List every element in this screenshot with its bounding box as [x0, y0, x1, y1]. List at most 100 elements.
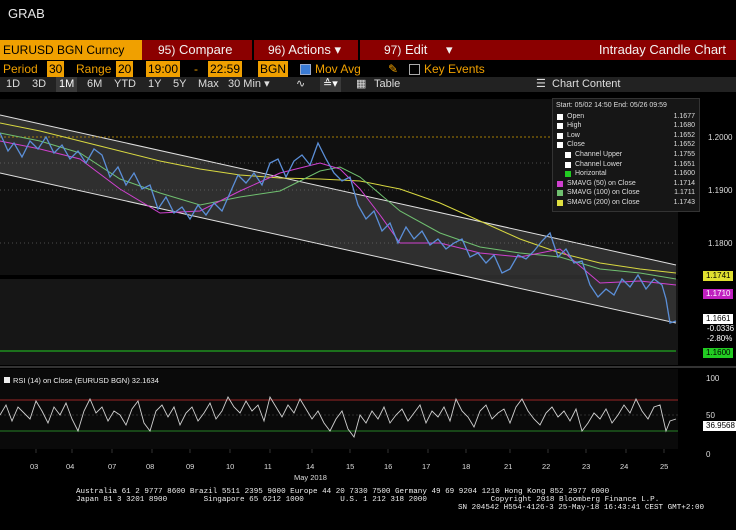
menu-divider — [252, 40, 254, 60]
pencil-icon[interactable]: ✎ — [388, 62, 399, 76]
range-max[interactable]: Max — [198, 78, 219, 90]
table-button[interactable]: Table — [374, 78, 401, 90]
rsi-value-box: 36.9568 — [703, 421, 736, 431]
last-price-box: 1.1661 — [703, 314, 734, 324]
legend-row[interactable]: Horizontal 1.1600 — [553, 169, 699, 179]
legend-row[interactable]: Channel Lower 1.1651 — [553, 160, 699, 170]
legend-row[interactable]: SMAVG (50) on Close 1.1714 — [553, 179, 699, 189]
legend-value: 1.1652 — [673, 131, 695, 139]
channel-lower-line — [0, 172, 677, 324]
key-events-label: Key Events — [424, 62, 485, 76]
sma50-value-box: 1.1710 — [703, 289, 734, 299]
source-input[interactable]: BGN — [258, 61, 289, 77]
interval-label: 30 Min — [228, 78, 262, 90]
range-6m[interactable]: 6M — [87, 78, 103, 90]
legend-label: SMAVG (200) on Close — [567, 198, 640, 206]
legend-swatch — [557, 132, 563, 139]
x-axis-day-label: 09 — [186, 462, 195, 471]
legend-label: SMAVG (50) on Close — [567, 179, 636, 187]
actions-button[interactable]: 96) Actions ▾ — [268, 40, 341, 60]
x-axis-day-label: 22 — [542, 462, 551, 471]
legend-swatch — [557, 199, 563, 206]
chart-content-icon[interactable]: ☰ — [536, 78, 546, 90]
time-from-input[interactable]: 19:00 — [146, 61, 181, 77]
x-axis-day-label: 16 — [384, 462, 393, 471]
legend-row[interactable]: Close 1.1652 — [553, 140, 699, 150]
edit-button[interactable]: 97) Edit — [384, 40, 427, 60]
legend-value: 1.1711 — [674, 189, 695, 197]
footer-line-3: SN 204542 H554-4126-3 25-May-18 16:43:41… — [458, 504, 705, 512]
chevron-down-icon: ▾ — [264, 78, 270, 90]
legend-label: Close — [567, 141, 585, 149]
rsi-label: RSI (14) on Close (EURUSD BGN) 32.1634 — [4, 376, 159, 385]
range-1d[interactable]: 1D — [6, 78, 21, 90]
range-input[interactable]: 20 — [116, 61, 134, 77]
chart-toolbar — [0, 77, 736, 92]
legend-swatch — [565, 161, 571, 168]
change-percent: -2.80% — [707, 334, 733, 343]
period-label: Period — [3, 62, 38, 76]
legend-date-range: Start: 05/02 14:50 End: 05/26 09:59 — [556, 102, 667, 109]
chart-content-button[interactable]: Chart Content — [552, 78, 621, 90]
legend-value: 1.1651 — [673, 160, 695, 168]
price-candles — [0, 132, 677, 324]
legend-swatch — [565, 171, 571, 178]
compare-button[interactable]: 95) Compare — [158, 40, 232, 60]
table-icon[interactable]: ▦ — [356, 78, 367, 90]
x-axis-day-label: 17 — [422, 462, 431, 471]
candle-chart-icon[interactable]: ≙▾ — [320, 77, 341, 92]
rsi-line — [0, 395, 677, 439]
channel-upper-line — [0, 114, 677, 266]
x-axis-day-label: 24 — [620, 462, 629, 471]
line-chart-icon[interactable]: ∿ — [296, 78, 306, 90]
x-axis-month: May 2018 — [294, 473, 327, 482]
range-1y[interactable]: 1Y — [148, 78, 162, 90]
rsi-title: RSI (14) on Close (EURUSD BGN) 32.1634 — [13, 376, 159, 385]
range-5y[interactable]: 5Y — [173, 78, 187, 90]
window-title: GRAB — [8, 6, 45, 21]
ticker-field[interactable]: EURUSD BGN Curncy — [0, 40, 142, 60]
x-axis-day-label: 11 — [264, 462, 272, 471]
rsi-tick-50: 50 — [706, 411, 715, 420]
legend-row[interactable]: Open 1.1677 — [553, 112, 699, 122]
actions-number: 96) — [268, 43, 286, 57]
time-dash: - — [194, 62, 198, 76]
options-row: Period 30 Range 20 19:00 - 22:59 BGN Mov… — [0, 61, 736, 77]
mov-avg-checkbox[interactable] — [300, 64, 311, 75]
legend-row[interactable]: High 1.1680 — [553, 121, 699, 131]
x-axis-day-label: 04 — [66, 462, 75, 471]
interval-dropdown[interactable]: 30 Min ▾ — [228, 77, 270, 92]
range-3d[interactable]: 3D — [32, 78, 47, 90]
legend-row[interactable]: SMAVG (100) on Close 1.1711 — [553, 188, 699, 198]
x-axis-day-label: 23 — [582, 462, 591, 471]
range-1m[interactable]: 1M — [56, 77, 78, 92]
legend-value: 1.1652 — [673, 141, 695, 149]
edit-dropdown-icon[interactable]: ▾ — [446, 42, 453, 57]
x-axis-ticks — [35, 449, 665, 453]
legend-row[interactable]: Channel Upper 1.1755 — [553, 150, 699, 160]
legend-label: High — [567, 122, 582, 130]
legend-row[interactable]: SMAVG (200) on Close 1.1743 — [553, 198, 699, 208]
chart-legend[interactable]: Start: 05/02 14:50 End: 05/26 09:59 Open… — [552, 98, 700, 212]
menu-divider — [358, 40, 360, 60]
legend-swatch — [557, 123, 563, 130]
key-events-checkbox[interactable] — [409, 64, 420, 75]
range-label: Range — [76, 62, 112, 76]
time-to-input[interactable]: 22:59 — [208, 61, 243, 77]
x-axis-day-label: 21 — [504, 462, 513, 471]
x-axis-day-label: 14 — [306, 462, 315, 471]
x-axis-day-label: 15 — [346, 462, 355, 471]
footer-line-1: Australia 61 2 9777 8600 Brazil 5511 239… — [76, 488, 610, 496]
period-input[interactable]: 30 — [47, 61, 65, 77]
edit-number: 97) — [384, 43, 402, 57]
compare-label: Compare — [178, 42, 233, 57]
actions-dropdown-icon: ▾ — [334, 42, 342, 57]
view-title: Intraday Candle Chart — [598, 42, 726, 57]
horizontal-value-box: 1.1600 — [703, 348, 734, 358]
legend-swatch — [557, 113, 563, 120]
compare-number: 95) — [158, 43, 176, 57]
rsi-swatch — [4, 377, 10, 383]
legend-row[interactable]: Low 1.1652 — [553, 131, 699, 141]
legend-value: 1.1714 — [673, 179, 695, 187]
range-ytd[interactable]: YTD — [114, 78, 136, 90]
